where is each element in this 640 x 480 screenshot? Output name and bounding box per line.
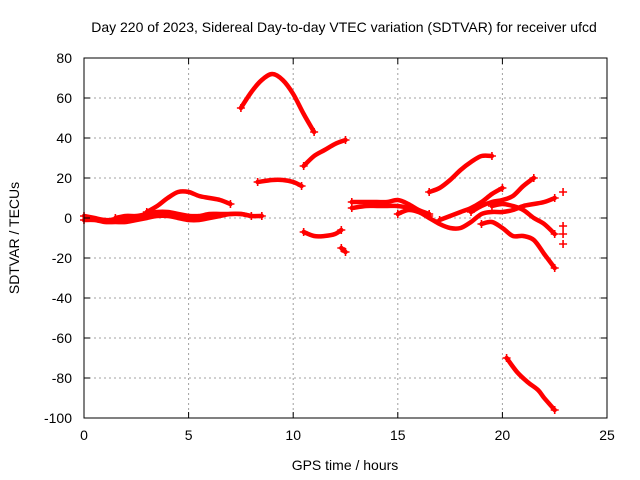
data-point xyxy=(111,214,120,222)
x-tick-label: 10 xyxy=(285,427,301,443)
data-series-2 xyxy=(81,211,254,225)
data-point xyxy=(341,136,350,144)
data-point xyxy=(299,162,308,170)
data-point xyxy=(337,244,346,252)
data-series-5 xyxy=(238,71,317,135)
data-point xyxy=(310,128,319,136)
data-series-7 xyxy=(301,137,348,169)
x-tick-label: 5 xyxy=(185,427,193,443)
data-point xyxy=(550,406,559,414)
y-tick-label: -100 xyxy=(44,410,72,426)
data-series-3 xyxy=(144,189,233,215)
data-series-16 xyxy=(479,219,557,271)
y-tick-label: 80 xyxy=(56,50,72,66)
y-axis-label: SDTVAR / TECUs xyxy=(6,182,22,294)
data-point xyxy=(297,182,306,190)
data-point xyxy=(347,204,356,212)
data-series-12 xyxy=(395,195,557,231)
data-point xyxy=(502,354,511,362)
x-tick-label: 15 xyxy=(390,427,406,443)
x-tick-label: 20 xyxy=(495,427,511,443)
data-series-17 xyxy=(489,201,557,237)
data-point xyxy=(477,220,486,228)
data-series-18 xyxy=(504,355,557,413)
data-point xyxy=(559,188,568,196)
data-point xyxy=(550,264,559,272)
plot-frame xyxy=(83,57,608,419)
data-point xyxy=(487,202,496,210)
y-tick-label: 60 xyxy=(56,90,72,106)
data-point xyxy=(467,208,476,216)
data-point xyxy=(393,210,402,218)
data-point xyxy=(341,248,350,256)
y-tick-label: -40 xyxy=(52,290,72,306)
data-point xyxy=(195,214,204,222)
data-point xyxy=(257,212,266,220)
data-point xyxy=(487,152,496,160)
data-series-4 xyxy=(113,209,202,221)
data-point xyxy=(550,194,559,202)
data-traces xyxy=(80,71,568,414)
data-point xyxy=(425,188,434,196)
data-point xyxy=(550,230,559,238)
data-series-15 xyxy=(468,175,537,215)
y-tick-label: 0 xyxy=(64,210,72,226)
data-point xyxy=(337,226,346,234)
data-point xyxy=(559,230,568,238)
y-tick-label: -80 xyxy=(52,370,72,386)
x-axis-label: GPS time / hours xyxy=(292,457,399,473)
y-tick-label: -20 xyxy=(52,250,72,266)
data-series-6 xyxy=(255,177,304,189)
data-point xyxy=(435,216,444,224)
data-point xyxy=(236,104,245,112)
chart-title: Day 220 of 2023, Sidereal Day-to-day VTE… xyxy=(91,19,597,35)
data-point xyxy=(226,200,235,208)
data-point xyxy=(253,178,262,186)
data-point xyxy=(247,212,256,220)
y-tick-label: 20 xyxy=(56,170,72,186)
y-tick-label: 40 xyxy=(56,130,72,146)
y-tick-label: -60 xyxy=(52,330,72,346)
axis-ticks: 0 5 10 15 20 25 -100 -80 -60 -40 -20 0 20 40 60 80 xyxy=(44,50,615,443)
data-point xyxy=(559,222,568,230)
data-series-8 xyxy=(301,227,344,239)
data-point xyxy=(299,228,308,236)
data-point xyxy=(559,240,568,248)
data-point xyxy=(498,184,507,192)
data-series-13 xyxy=(426,153,495,195)
x-tick-label: 25 xyxy=(599,427,615,443)
data-point xyxy=(529,174,538,182)
x-tick-label: 0 xyxy=(80,427,88,443)
